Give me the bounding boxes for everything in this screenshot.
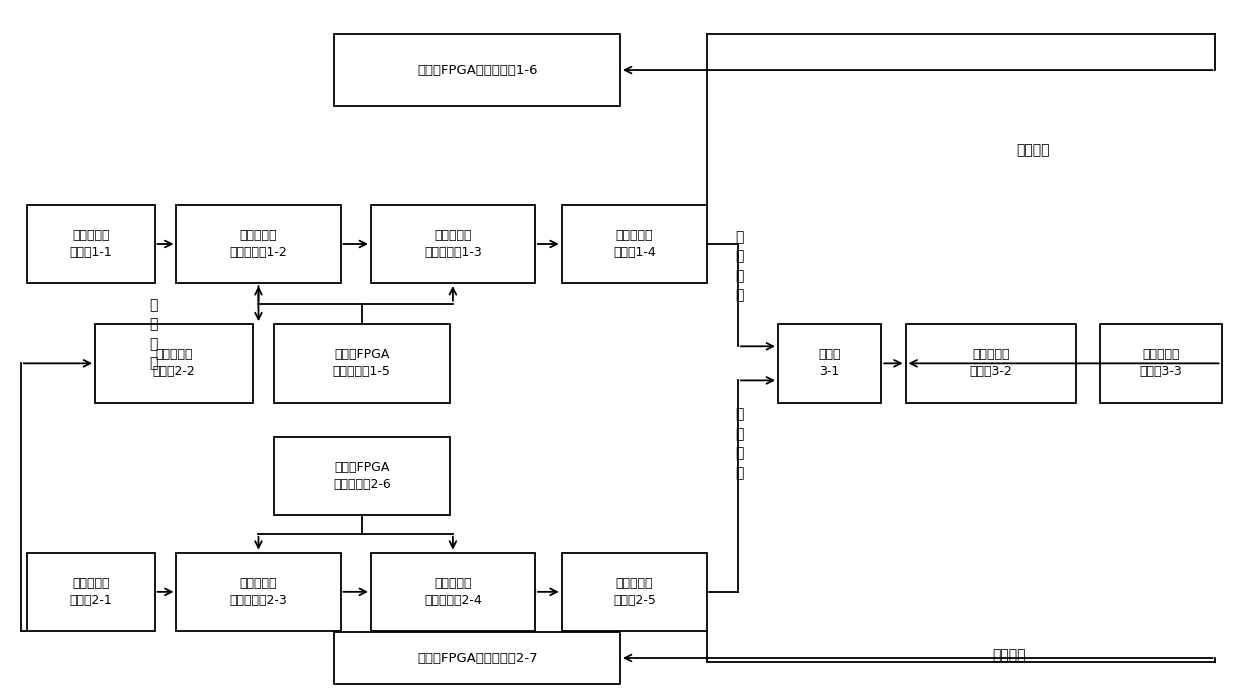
Bar — [176, 553, 341, 631]
Text: 接收端电光
强度调制器2-3: 接收端电光 强度调制器2-3 — [229, 577, 288, 607]
Text: 发送端可调
衰减器1-4: 发送端可调 衰减器1-4 — [614, 229, 656, 259]
Text: 接收端电光
相位调制器2-4: 接收端电光 相位调制器2-4 — [424, 577, 482, 607]
Text: 经典信道: 经典信道 — [992, 648, 1025, 662]
Text: 经典信道: 经典信道 — [1017, 143, 1050, 157]
Text: 检测端脉冲
激光器3-3: 检测端脉冲 激光器3-3 — [1140, 348, 1182, 379]
Text: 接收端可调
衰减器2-5: 接收端可调 衰减器2-5 — [613, 577, 656, 607]
Bar — [335, 633, 620, 683]
Bar — [274, 436, 450, 515]
Text: 接收端FPGA数据采集卡2-7: 接收端FPGA数据采集卡2-7 — [417, 651, 537, 665]
Bar — [274, 324, 450, 402]
Text: 分束器
3-1: 分束器 3-1 — [818, 348, 841, 379]
Text: 发送端脉冲
激光器1-1: 发送端脉冲 激光器1-1 — [69, 229, 112, 259]
Bar — [1100, 324, 1221, 402]
Bar — [562, 553, 708, 631]
Bar — [371, 205, 534, 283]
Text: 检测端零差
探测器3-2: 检测端零差 探测器3-2 — [970, 348, 1012, 379]
Text: 接收端FPGA
数据生成卡2-6: 接收端FPGA 数据生成卡2-6 — [332, 461, 391, 491]
Bar — [335, 34, 620, 106]
Text: 发送端电光
相位调制器1-3: 发送端电光 相位调制器1-3 — [424, 229, 482, 259]
Text: 接收端零差
探测器2-2: 接收端零差 探测器2-2 — [153, 348, 196, 379]
Text: 发送端FPGA
数据生成卡1-5: 发送端FPGA 数据生成卡1-5 — [332, 348, 391, 379]
Bar — [95, 324, 253, 402]
Bar — [562, 205, 708, 283]
Bar — [777, 324, 882, 402]
Bar — [905, 324, 1075, 402]
Bar — [176, 205, 341, 283]
Bar — [27, 205, 155, 283]
Text: 接收端脉冲
激光器2-1: 接收端脉冲 激光器2-1 — [69, 577, 112, 607]
Bar — [27, 553, 155, 631]
Text: 量
子
信
道: 量 子 信 道 — [735, 407, 743, 480]
Text: 发送端电光
强度调制器1-2: 发送端电光 强度调制器1-2 — [229, 229, 288, 259]
Text: 发送端FPGA数据采集卡1-6: 发送端FPGA数据采集卡1-6 — [417, 63, 537, 77]
Bar — [371, 553, 534, 631]
Text: 量
子
信
道: 量 子 信 道 — [149, 298, 157, 370]
Text: 量
子
信
道: 量 子 信 道 — [735, 230, 743, 302]
